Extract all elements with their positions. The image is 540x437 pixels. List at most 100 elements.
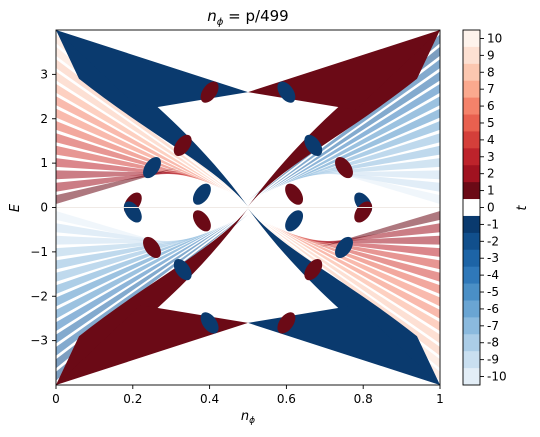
colorbar-swatch <box>463 283 480 301</box>
x-tick-label: 0.6 <box>277 392 296 406</box>
y-axis: 3 2 1 0 −1 −2 −3 <box>30 67 56 348</box>
spectrum-band <box>302 158 440 176</box>
colorbar-tick-label: -2 <box>487 234 499 248</box>
spectrum-band <box>280 229 440 307</box>
colorbar-tick-label: -4 <box>487 268 499 282</box>
colorbar-tick-label: -5 <box>487 285 499 299</box>
colorbar-tick-label: 0 <box>487 201 495 215</box>
colorbar-tick-label: 5 <box>487 116 495 130</box>
colorbar-tick-label: -7 <box>487 319 499 333</box>
colorbar-tick-label: -1 <box>487 217 499 231</box>
chart-title: nϕ = p/499 <box>207 7 288 28</box>
colorbar-tick-label: 9 <box>487 48 495 62</box>
spectrum-band <box>56 237 199 270</box>
y-tick-label: −2 <box>30 289 48 303</box>
colorbar-tick-label: -9 <box>487 353 499 367</box>
wedge-top-left <box>56 30 248 110</box>
colorbar-swatch <box>463 46 480 65</box>
colorbar-swatch <box>463 300 480 318</box>
sub-butterfly-lobe <box>200 81 219 103</box>
spectrum-band <box>56 158 194 176</box>
colorbar-swatch <box>463 182 480 200</box>
x-axis-label: nϕ <box>241 409 255 426</box>
colorbar-tick-label: 1 <box>487 184 495 198</box>
spectrum-band <box>286 231 440 294</box>
colorbar-swatch <box>463 80 480 99</box>
colorbar-swatch <box>463 334 480 352</box>
spectrum-band <box>56 133 205 181</box>
colorbar-swatch <box>463 30 480 48</box>
spectrum-band <box>269 83 440 191</box>
spectrum-band <box>56 231 210 294</box>
sub-butterfly-lobe <box>277 81 296 103</box>
colorbar-tick-label: 3 <box>487 150 495 164</box>
x-tick-label: 0.2 <box>123 392 142 406</box>
y-tick-label: 1 <box>40 156 48 170</box>
spectrum-band <box>297 237 440 270</box>
x-tick-label: 0 <box>52 392 60 406</box>
spectrum-band <box>275 226 440 319</box>
colorbar-swatch <box>463 97 480 116</box>
plot-area <box>55 29 441 386</box>
sub-butterfly-lobe <box>285 210 304 232</box>
colorbar-tick-label: 7 <box>487 82 495 96</box>
y-axis-label: E <box>8 203 23 212</box>
colorbar-swatch <box>463 114 480 132</box>
spectrum-band <box>297 145 440 178</box>
sub-butterfly-lobe <box>285 183 304 205</box>
spectrum-band <box>56 83 227 191</box>
colorbar-tick-label: 4 <box>487 133 495 147</box>
y-tick-label: −3 <box>30 334 48 348</box>
y-tick-label: 0 <box>40 201 48 215</box>
colorbar-swatch <box>463 199 480 217</box>
colorbar-swatch <box>463 249 480 268</box>
y-tick-label: 3 <box>40 67 48 81</box>
colorbar-tick-label: 10 <box>487 31 502 45</box>
colorbar-swatch <box>463 317 480 335</box>
colorbar-tick-label: 6 <box>487 99 495 113</box>
sub-butterfly-lobe <box>173 134 192 156</box>
spectrum-band <box>56 71 232 194</box>
wedge-bottom-right <box>248 305 440 385</box>
x-tick-label: 1 <box>436 392 444 406</box>
colorbar-tick-label: -10 <box>487 370 507 384</box>
spectrum-band <box>56 229 216 307</box>
spectrum-band <box>56 234 205 282</box>
colorbar-tick-label: -8 <box>487 336 499 350</box>
spectrum-band <box>56 224 227 332</box>
colorbar-swatch <box>463 148 480 166</box>
x-axis: 0 0.2 0.4 0.6 0.8 1 <box>52 385 444 406</box>
spectrum-band <box>291 133 440 181</box>
x-tick-label: 0.8 <box>354 392 373 406</box>
colorbar-swatch <box>463 215 480 234</box>
sub-butterfly-lobe <box>354 201 373 223</box>
spectrum-band <box>56 108 216 186</box>
colorbar-swatch <box>463 232 480 251</box>
spectrum-band <box>291 234 440 282</box>
sub-butterfly-lobe <box>192 210 211 232</box>
spectrum-band <box>269 224 440 332</box>
sub-butterfly-lobe <box>143 156 161 179</box>
spectrum-band <box>56 121 210 184</box>
y-tick-label: 2 <box>40 112 48 126</box>
colorbar-swatch <box>463 368 480 386</box>
colorbar-swatch <box>463 266 480 285</box>
sub-butterfly-lobe <box>277 312 296 334</box>
spectrum-band <box>56 145 199 178</box>
colorbar-tick-label: 2 <box>487 167 495 181</box>
spectrum-band <box>56 219 237 356</box>
sub-butterfly-lobe <box>335 156 353 179</box>
spectrum-band <box>275 96 440 189</box>
sub-butterfly-lobe <box>123 201 142 223</box>
sub-butterfly-lobe <box>192 183 211 205</box>
colorbar-tick-label: 8 <box>487 65 495 79</box>
sub-butterfly-lobe <box>335 236 353 259</box>
spectrum-band <box>56 226 221 319</box>
colorbar-swatch <box>463 351 480 369</box>
colorbar-swatch <box>463 131 480 149</box>
sub-butterfly-lobe <box>143 236 161 259</box>
spectrum-band <box>286 121 440 184</box>
colorbar-swatch <box>463 63 480 82</box>
